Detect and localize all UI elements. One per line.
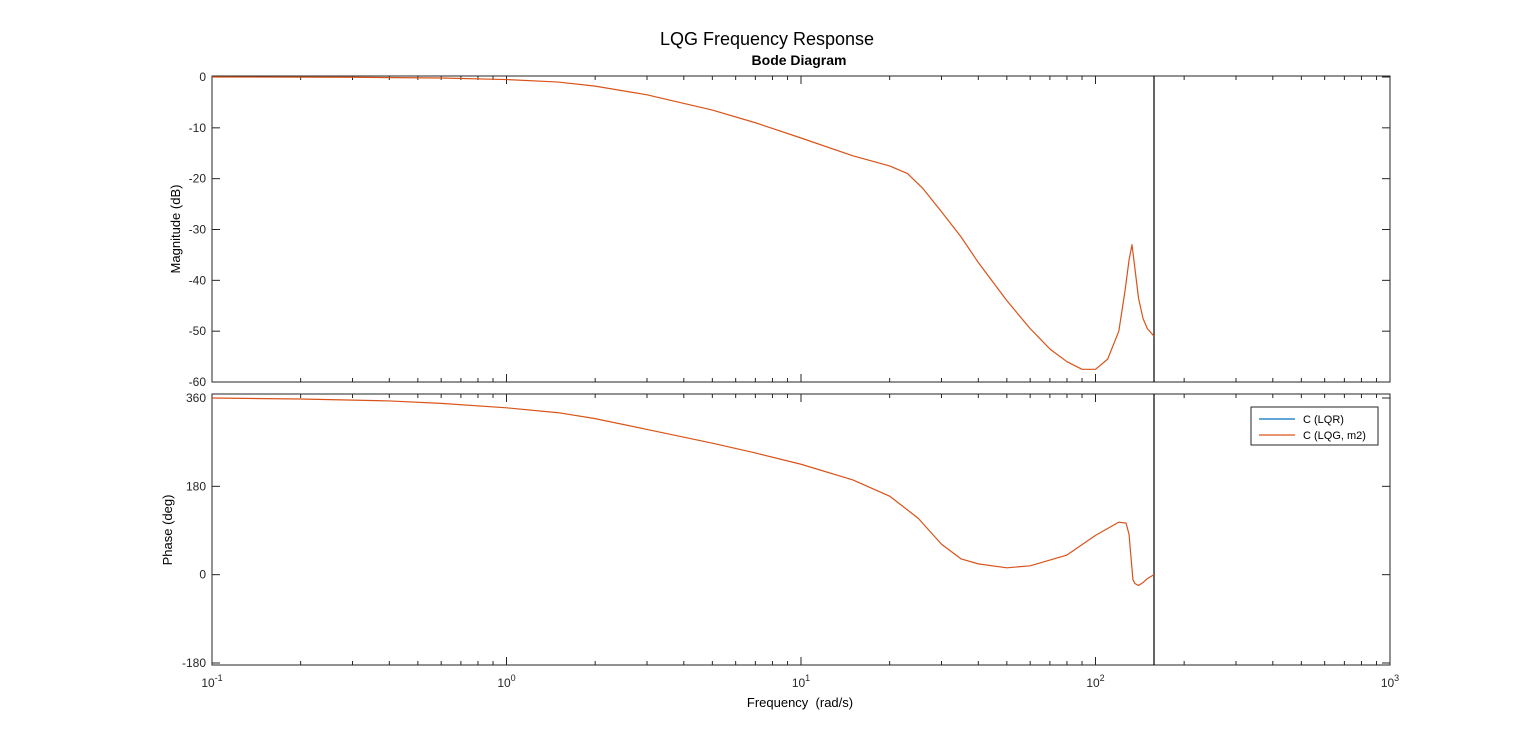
mag-ytick-label: -10 [189,121,207,135]
bode-diagram-subtitle: Bode Diagram [752,52,847,68]
phase-ytick-label: 0 [199,568,206,582]
mag-ytick-label: -60 [189,375,207,389]
mag-ytick-label: -50 [189,324,207,338]
mag-ytick-label: 0 [199,70,206,84]
frequency-tick-label: 100 [497,673,515,690]
legend: C (LQR) C (LQG, m2) [1250,406,1379,446]
frequency-tick-label: 102 [1086,673,1104,690]
phase-series-line [211,397,1155,587]
phase-axis-label: Phase (deg) [160,495,175,566]
legend-label: C (LQG, m2) [1303,430,1366,442]
mag-ytick-label: -30 [189,223,207,237]
magnitude-axis-label: Magnitude (dB) [168,185,183,274]
frequency-tick-label: 10-1 [201,673,222,690]
mag-series-line [211,76,1155,370]
phase-ytick-label: -180 [182,656,206,670]
magnitude-panel: 0 -10 -20 -30 -40 -50 -60 [189,70,1391,389]
figure-title: LQG Frequency Response [660,29,874,49]
mag-axes-box [211,75,1391,383]
mag-ytick-label: -40 [189,273,207,287]
frequency-axis-label: Frequency (rad/s) [747,695,853,710]
legend-label: C (LQR) [1303,414,1344,426]
legend-box [1250,406,1379,446]
phase-ytick-label: 360 [186,391,206,405]
mag-ytick-label: -20 [189,172,207,186]
frequency-tick-label: 103 [1381,673,1399,690]
phase-axes-box [211,393,1391,666]
phase-ytick-label: 180 [186,479,206,493]
phase-panel: 360 180 0 -180 10-1 100 101 102 103 [182,391,1399,690]
frequency-tick-label: 101 [792,673,810,690]
